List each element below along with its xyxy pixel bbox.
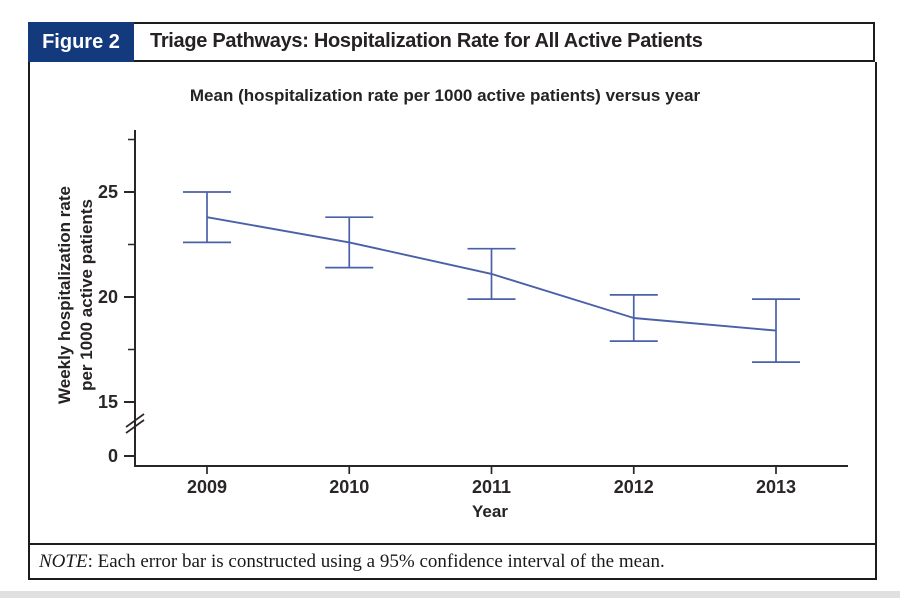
note-box: NOTE: Each error bar is constructed usin… (30, 543, 875, 578)
note-label: NOTE (39, 550, 88, 572)
svg-text:2013: 2013 (756, 477, 796, 497)
svg-text:2009: 2009 (187, 477, 227, 497)
chart-title: Mean (hospitalization rate per 1000 acti… (189, 86, 701, 105)
svg-text:25: 25 (98, 182, 118, 202)
figure-title: Triage Pathways: Hospitalization Rate fo… (150, 30, 703, 52)
figure-content-box: NOTE: Each error bar is constructed usin… (28, 62, 877, 580)
x-axis-label: Year (472, 502, 508, 521)
svg-text:0: 0 (108, 446, 118, 466)
bottom-strip (0, 591, 900, 598)
svg-text:20: 20 (98, 287, 118, 307)
trend-line (206, 216, 777, 332)
svg-text:2011: 2011 (472, 477, 511, 497)
y-axis-break (125, 413, 145, 434)
svg-text:15: 15 (98, 392, 118, 412)
figure-badge: Figure 2 (28, 22, 134, 62)
svg-text:2010: 2010 (329, 477, 369, 497)
x-axis-ticks: 2009 2010 2011 2012 2013 (187, 466, 796, 497)
y-axis-ticks: 25 20 15 0 (98, 138, 135, 466)
figure-header-row (28, 22, 875, 62)
svg-text:2012: 2012 (614, 477, 654, 497)
note-text: : Each error bar is constructed using a … (87, 550, 665, 572)
figure-badge-label: Figure 2 (42, 30, 120, 53)
